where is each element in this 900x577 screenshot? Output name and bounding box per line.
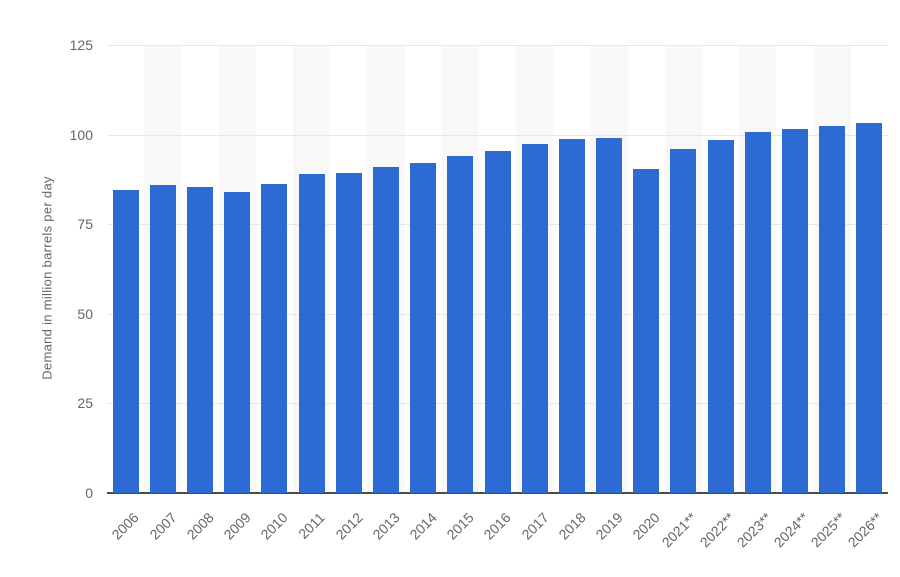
gridline — [107, 45, 888, 46]
bar-2020[interactable] — [633, 169, 660, 493]
x-tick-label: 2014 — [406, 509, 440, 543]
x-tick-label: 2023** — [733, 509, 775, 551]
bar-2022[interactable] — [707, 140, 734, 493]
x-tick-label: 2010 — [257, 509, 291, 543]
x-tick-label: 2019 — [592, 509, 626, 543]
bar-2024[interactable] — [782, 129, 809, 493]
x-tick-label: 2022** — [696, 509, 738, 551]
bar-2016[interactable] — [484, 150, 511, 493]
x-tick-label: 2007 — [146, 509, 180, 543]
bar-2007[interactable] — [149, 184, 176, 493]
x-tick-label: 2025** — [807, 509, 849, 551]
x-tick-label: 2018 — [555, 509, 589, 543]
y-axis-title: Demand in million barrels per day — [39, 176, 55, 380]
x-tick-label: 2016 — [480, 509, 515, 543]
bar-2023[interactable] — [744, 132, 771, 493]
x-tick-label: 2009 — [220, 509, 254, 543]
gridline — [107, 134, 888, 136]
y-tick-label: 25 — [77, 395, 93, 412]
bar-2014[interactable] — [410, 162, 437, 493]
bar-2009[interactable] — [224, 191, 251, 493]
bar-2015[interactable] — [447, 155, 474, 493]
bar-2021[interactable] — [670, 149, 697, 493]
x-tick-label: 2026** — [844, 509, 887, 551]
x-tick-label: 2012 — [332, 509, 366, 543]
y-tick-label: 50 — [77, 305, 93, 322]
bar-2013[interactable] — [372, 167, 399, 493]
y-tick-label: 100 — [69, 126, 93, 143]
bar-2011[interactable] — [298, 174, 325, 493]
bar-2019[interactable] — [596, 137, 623, 493]
bar-2012[interactable] — [335, 172, 362, 493]
y-tick-label: 75 — [77, 216, 93, 233]
bar-2006[interactable] — [112, 189, 139, 493]
bar-2026[interactable] — [856, 122, 883, 493]
x-tick-label: 2013 — [369, 509, 403, 543]
x-tick-label: 2021** — [659, 509, 701, 551]
x-tick-label: 2017 — [517, 509, 552, 543]
x-tick-label: 2024** — [770, 509, 812, 551]
plot-area — [107, 45, 888, 494]
bar-2008[interactable] — [186, 186, 213, 493]
bar-2025[interactable] — [819, 126, 846, 493]
bar-2018[interactable] — [558, 139, 585, 493]
y-tick-label: 0 — [85, 485, 93, 501]
bar-2010[interactable] — [261, 184, 288, 493]
x-axis-line — [107, 492, 888, 494]
x-tick-label: 2006 — [108, 509, 143, 543]
x-tick-label: 2015 — [443, 509, 477, 543]
bar-2017[interactable] — [521, 143, 548, 493]
x-tick-label: 2008 — [183, 509, 217, 543]
x-tick-label: 2011 — [295, 509, 329, 542]
y-tick-label: 125 — [69, 37, 93, 53]
